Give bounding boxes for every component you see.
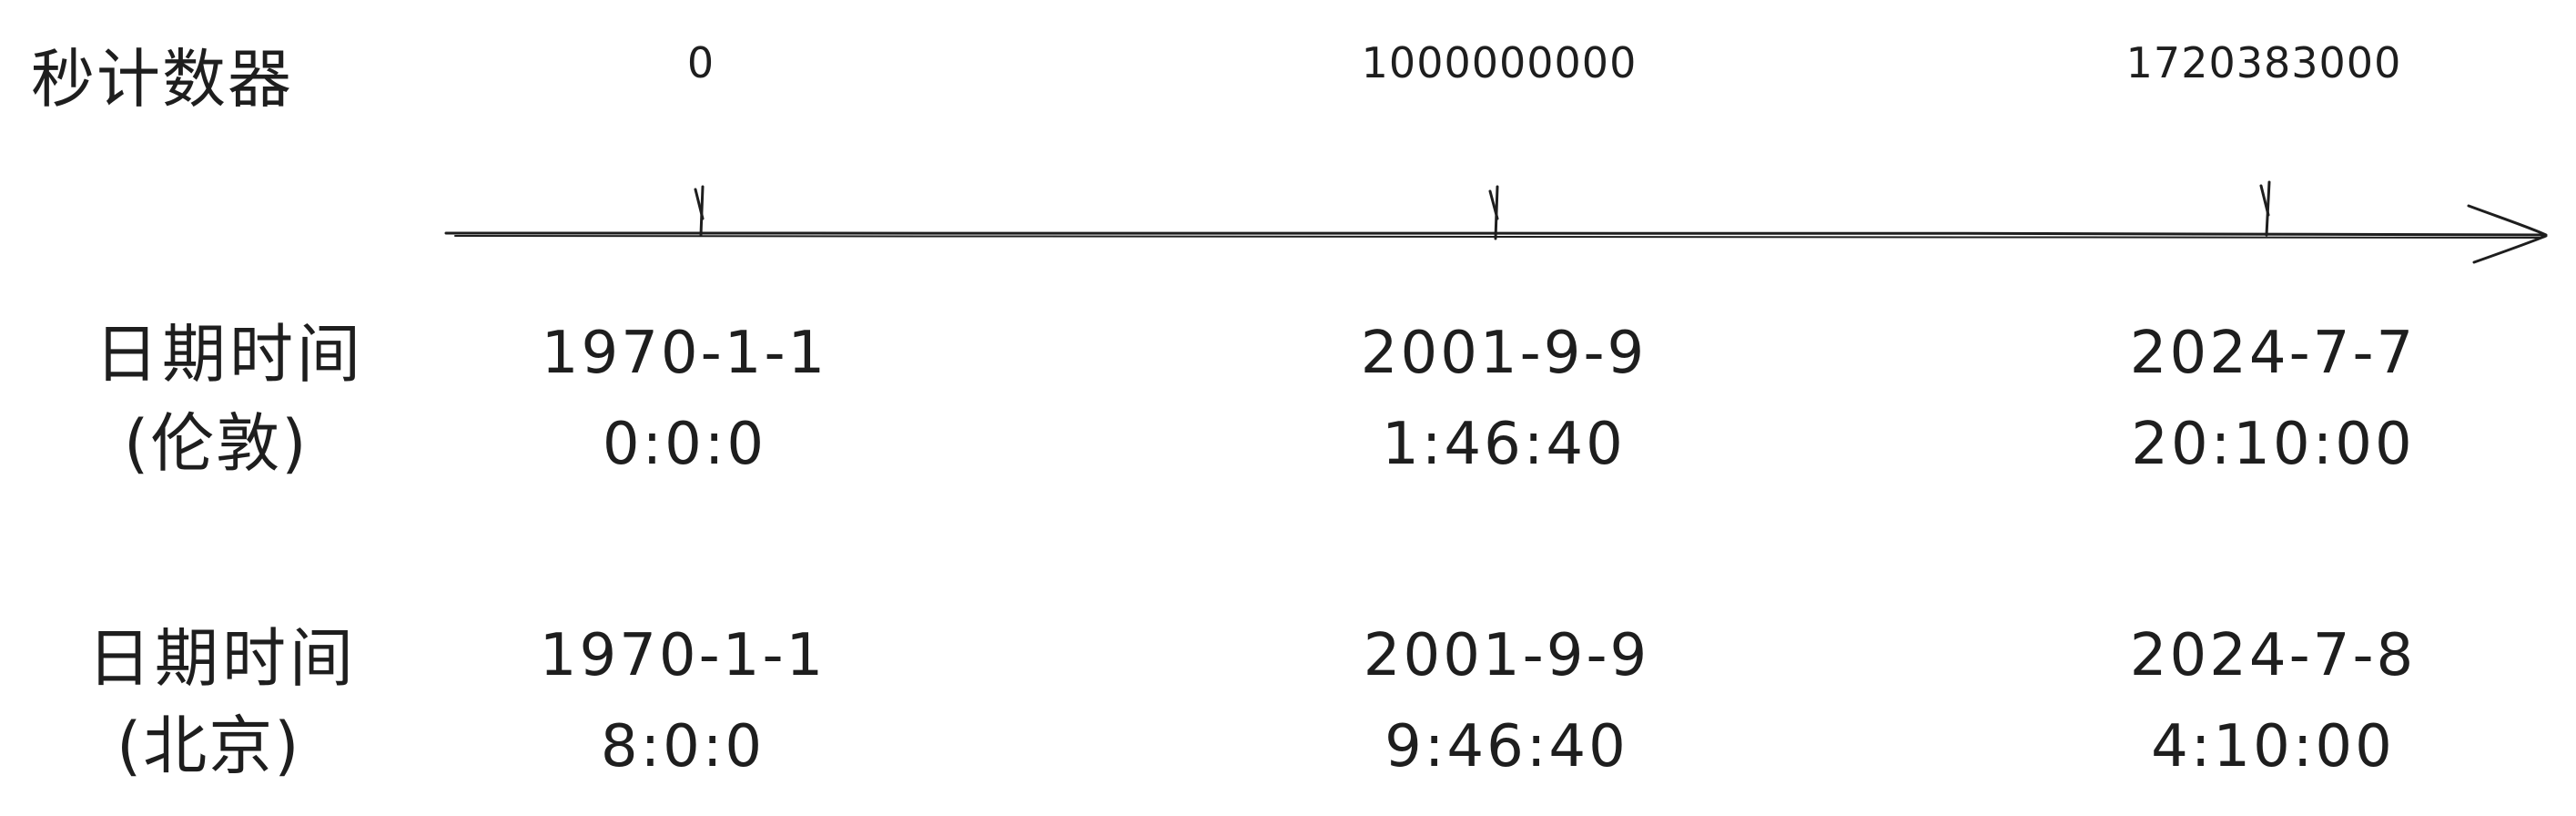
beijing-time-2: 4:10:00	[2151, 713, 2395, 780]
beijing-date-0: 1970-1-1	[539, 622, 827, 689]
beijing-cell-1: 2001-9-9 9:46:40	[1364, 610, 1650, 792]
london-time-0: 0:0:0	[602, 411, 767, 478]
tick-mark-0-hook	[694, 188, 705, 220]
tick-value-2: 1720383000	[2125, 38, 2402, 87]
london-time-2: 20:10:00	[2131, 411, 2415, 478]
beijing-cell-0: 1970-1-1 8:0:0	[540, 610, 827, 792]
london-date-1: 2001-9-9	[1360, 320, 1648, 387]
arrow-head-lower	[2472, 234, 2548, 264]
london-date-2: 2024-7-7	[2129, 320, 2417, 387]
tick-value-1: 1000000000	[1361, 38, 1638, 87]
london-row-title: 日期时间	[95, 317, 364, 392]
beijing-time-0: 8:0:0	[600, 713, 766, 780]
beijing-cell-2: 2024-7-8 4:10:00	[2130, 610, 2417, 792]
beijing-time-1: 9:46:40	[1384, 713, 1628, 780]
london-cell-2: 2024-7-7 20:10:00	[2130, 308, 2417, 490]
seconds-counter-label: 秒计数器	[31, 42, 293, 117]
axis-line-second-stroke	[454, 235, 2541, 239]
tick-mark-2-hook	[2259, 184, 2270, 217]
tick-value-0: 0	[686, 38, 715, 87]
london-time-1: 1:46:40	[1382, 411, 1626, 478]
beijing-row-title: 日期时间	[87, 621, 357, 696]
tick-mark-1-hook	[1488, 189, 1499, 220]
beijing-row-subtitle: (北京)	[117, 709, 301, 783]
beijing-date-1: 2001-9-9	[1363, 622, 1650, 689]
beijing-date-2: 2024-7-8	[2129, 622, 2417, 689]
london-cell-1: 2001-9-9 1:46:40	[1361, 308, 1648, 490]
london-date-0: 1970-1-1	[541, 320, 828, 387]
london-row-subtitle: (伦敦)	[124, 406, 309, 481]
axis-line	[444, 231, 2546, 237]
arrow-head-upper	[2467, 204, 2548, 237]
london-cell-0: 1970-1-1 0:0:0	[542, 308, 828, 490]
